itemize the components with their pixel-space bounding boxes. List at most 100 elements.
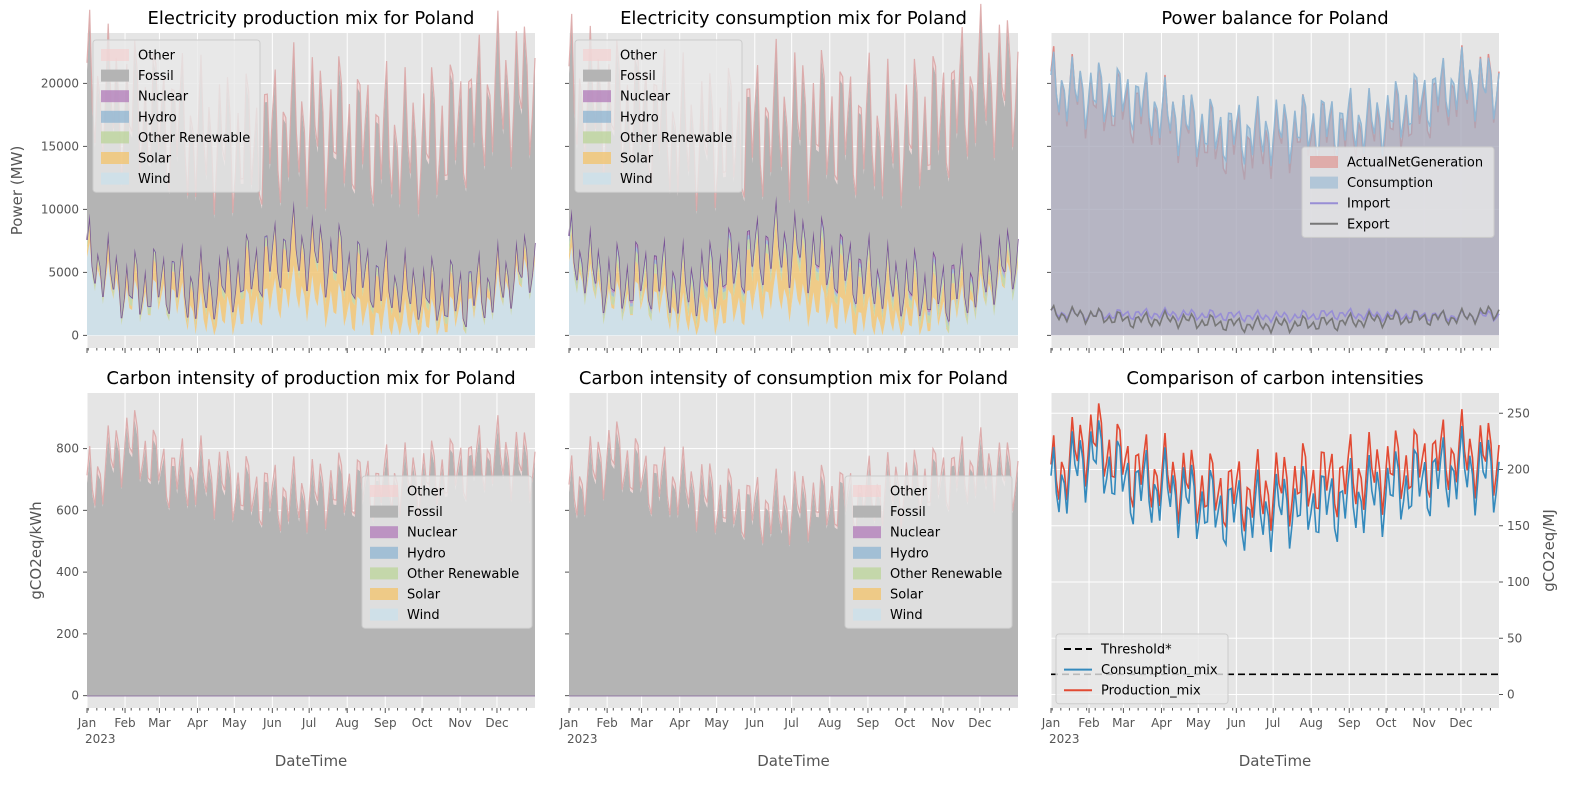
y-tick-label: 0: [1507, 688, 1515, 702]
legend-swatch-other-renewable: [853, 567, 881, 580]
y-ticks: [565, 448, 569, 697]
x-tick-label: May: [1186, 716, 1211, 730]
y-tick-label: 0: [71, 689, 79, 703]
legend-label-other-renewable: Other Renewable: [138, 131, 250, 146]
x-tick-label: May: [222, 716, 247, 730]
legend-swatch-other-renewable: [101, 131, 129, 144]
x-tick-label: Mar: [1112, 716, 1135, 730]
chart-title: Comparison of carbon intensities: [1126, 368, 1423, 389]
x-tick-label: Nov: [931, 716, 954, 730]
legend-swatch-nuclear: [370, 526, 398, 539]
x-tick-label: Jul: [783, 716, 798, 730]
y-tick-label: 10000: [41, 202, 79, 216]
x-year-label: 2023: [567, 732, 598, 746]
legend-label-import: Import: [1347, 197, 1390, 212]
stacked-areas: [86, 9, 536, 336]
y-tick-label: 15000: [41, 139, 79, 153]
legend-label-wind: Wind: [890, 608, 923, 623]
x-tick-label: May: [704, 716, 729, 730]
chart-title: Electricity consumption mix for Poland: [620, 8, 967, 29]
y-tick-label: 100: [1507, 575, 1530, 589]
area-consumption: [1051, 46, 1499, 336]
legend-label-wind: Wind: [138, 172, 171, 187]
panel-ci_production: 0 200 400 600 800 Jan Feb Mar Apr May Jun Jul Aug Sep…: [27, 368, 536, 770]
chart-title: Power balance for Poland: [1161, 8, 1388, 29]
legend-label-nuclear: Nuclear: [620, 90, 671, 105]
legend-swatch-hydro: [370, 546, 398, 559]
legend-label-solar: Solar: [890, 588, 924, 603]
area-solar: [87, 212, 535, 336]
legend-swatch-solar: [101, 152, 129, 164]
x-tick-label: Jan: [1041, 716, 1061, 730]
x-tick-label: Jun: [262, 716, 282, 730]
legend-label-other: Other: [890, 485, 928, 500]
legend-swatch-other: [101, 49, 129, 61]
x-tick-label: Sep: [374, 716, 397, 730]
legend-swatch-wind: [853, 608, 881, 621]
y-tick-label: 200: [1507, 463, 1530, 477]
x-ticks: [1050, 348, 1491, 353]
legend: Other Fossil Nuclear Hydro Other Renewable So…: [92, 39, 261, 193]
x-tick-label: Aug: [335, 716, 358, 730]
x-tick-label: Feb: [597, 716, 618, 730]
legend-swatch-fossil: [370, 505, 398, 518]
x-tick-label: Jun: [744, 716, 764, 730]
legend: ActualNetGeneration Consumption Import Expo…: [1301, 146, 1495, 238]
legend-label-other: Other: [620, 49, 658, 64]
legend-swatch-fossil: [853, 505, 881, 518]
legend-swatch-wind: [101, 172, 129, 185]
legend-swatch-other-renewable: [583, 131, 611, 144]
legend-label-hydro: Hydro: [620, 110, 659, 125]
x-tick-label: Dec: [968, 716, 991, 730]
legend-label-other-renewable: Other Renewable: [620, 131, 732, 146]
x-tick-label: Apr: [1151, 716, 1172, 730]
legend-swatch-actualnetgeneration: [1310, 156, 1338, 168]
area-solar: [569, 217, 1018, 336]
area-wind: [87, 242, 535, 336]
legend-swatch-hydro: [101, 110, 129, 123]
x-tick-label: Apr: [669, 716, 690, 730]
series: [1050, 45, 1500, 336]
x-tick-label: Oct: [894, 716, 915, 730]
x-tick-label: Jul: [1265, 716, 1280, 730]
x-ticks: Jan Feb Mar Apr May Jun Jul Aug Sep Oct Nov Dec 2023: [1041, 708, 1491, 746]
x-tick-label: Jun: [1226, 716, 1246, 730]
legend-swatch-wind: [370, 608, 398, 621]
legend-label-production-mix: Production_mix: [1101, 684, 1201, 699]
x-tick-label: Dec: [1449, 716, 1472, 730]
x-tick-label: Oct: [1376, 716, 1397, 730]
x-axis-label: DateTime: [1239, 752, 1312, 770]
x-axis-label: DateTime: [757, 752, 830, 770]
legend-label-solar: Solar: [620, 152, 654, 167]
legend-swatch-solar: [583, 152, 611, 164]
legend-label-solar: Solar: [407, 588, 441, 603]
legend-label-wind: Wind: [620, 172, 653, 187]
legend-label-export: Export: [1347, 217, 1390, 232]
y-axis-label: gCO2eq/MJ: [1540, 509, 1558, 592]
chart-title: Electricity production mix for Poland: [148, 8, 475, 29]
x-ticks: [568, 348, 1010, 353]
legend-swatch-other: [583, 49, 611, 61]
panel-ci_consumption: Jan Feb Mar Apr May Jun Jul Aug Sep Oct Nov Dec 2023…: [559, 368, 1019, 770]
legend-label-consumption-mix: Consumption_mix: [1101, 663, 1218, 678]
legend-swatch-nuclear: [583, 90, 611, 103]
legend-swatch-fossil: [583, 69, 611, 82]
legend-frame: [844, 475, 1013, 629]
y-tick-label: 250: [1507, 406, 1530, 420]
line-production-mix: [1050, 403, 1500, 532]
legend-label-other-renewable: Other Renewable: [890, 567, 1002, 582]
chart-title: Carbon intensity of consumption mix for …: [579, 368, 1008, 389]
line-export: [1050, 303, 1500, 335]
legend-label-other-renewable: Other Renewable: [407, 567, 519, 582]
y-tick-label: 600: [56, 503, 79, 517]
legend-swatch-hydro: [853, 546, 881, 559]
x-tick-label: Aug: [1299, 716, 1322, 730]
x-ticks: [86, 348, 527, 353]
legend-frame: [1055, 633, 1229, 705]
legend: Other Fossil Nuclear Hydro Other Renewable So…: [361, 475, 533, 629]
area-fossil: [87, 19, 535, 327]
x-ticks: Jan Feb Mar Apr May Jun Jul Aug Sep Oct Nov Dec 2023: [559, 708, 1010, 746]
x-tick-label: Mar: [630, 716, 653, 730]
legend-swatch-wind: [583, 172, 611, 185]
